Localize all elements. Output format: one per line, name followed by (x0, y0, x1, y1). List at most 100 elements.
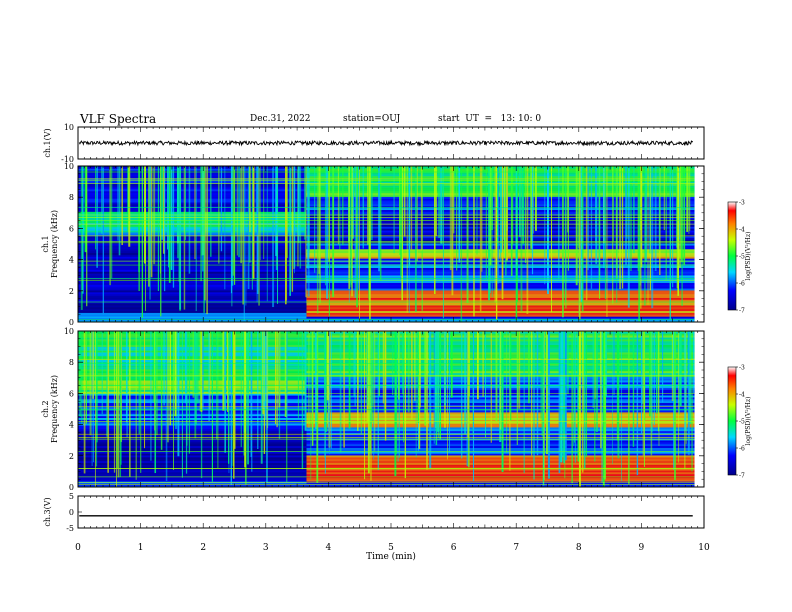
ch2-colorbar-tick-label: -4 (739, 392, 745, 399)
spectro-streak (398, 331, 400, 400)
spectro-row (78, 288, 307, 291)
spectro-row (306, 445, 695, 448)
spectro-streak (263, 166, 265, 260)
spectro-row (78, 344, 307, 347)
spectro-row (306, 301, 695, 304)
spectro-streak (560, 331, 563, 463)
spectro-streak (328, 166, 331, 262)
spectro-streak (544, 166, 546, 285)
ch1-spectrogram (78, 166, 704, 322)
spectro-streak (303, 166, 306, 240)
spectro-row (78, 331, 307, 334)
spectro-streak (403, 166, 406, 237)
spectro-streak (424, 331, 426, 426)
spectro-row (78, 460, 307, 463)
spectro-streak (573, 331, 576, 443)
spectro-row (78, 196, 307, 199)
spectro-streak (179, 166, 182, 310)
spectro-streak (92, 331, 94, 399)
spectro-streak (685, 331, 687, 444)
spectro-streak (645, 166, 647, 263)
spectro-streak (678, 166, 680, 240)
spectro-streak (503, 166, 506, 258)
spectro-row (306, 485, 695, 487)
spectro-streak (342, 166, 344, 246)
spectro-streak (83, 331, 86, 474)
spectro-streak (289, 166, 291, 296)
spectro-streak (348, 166, 350, 289)
spectro-streak (679, 166, 681, 259)
spectro-streak (117, 166, 119, 241)
spectro-streak (585, 331, 588, 457)
spectro-row (78, 174, 307, 177)
spectro-streak (567, 166, 569, 233)
spectro-row (78, 365, 307, 368)
spectro-streak (286, 166, 289, 259)
spectro-streak (689, 166, 691, 231)
spectro-streak (351, 166, 353, 297)
spectro-row (306, 286, 695, 289)
spectro-streak (581, 166, 584, 312)
spectro-streak (204, 166, 206, 301)
spectro-row (78, 434, 307, 437)
ch1-waveform-line (78, 139, 694, 147)
spectro-streak (619, 166, 621, 290)
spectro-streak (125, 331, 128, 423)
spectro-row (78, 209, 307, 212)
spectro-streak (159, 166, 161, 274)
spectro-streak (450, 331, 453, 398)
spectro-streak (163, 166, 165, 254)
spectro-streak (573, 331, 575, 447)
spectro-row (306, 299, 695, 302)
spectro-streak (249, 166, 251, 233)
spectro-streak (687, 331, 690, 455)
x-tick-label: 5 (388, 543, 394, 553)
spectro-streak (435, 331, 437, 428)
spectro-streak (416, 166, 418, 262)
spectro-row (78, 202, 307, 205)
spectro-streak (594, 331, 596, 462)
spectro-row (78, 282, 307, 285)
spectro-streak (440, 166, 443, 244)
spectro-row (78, 397, 307, 400)
spectro-row (78, 237, 307, 240)
spectro-row (306, 472, 695, 475)
spectro-row (306, 314, 695, 317)
spectro-row (78, 211, 307, 214)
spectro-row (78, 359, 307, 362)
spectro-streak (118, 166, 121, 256)
spectro-streak (494, 166, 496, 303)
spectro-streak (585, 166, 588, 301)
spectro-streak (308, 166, 310, 251)
x-tick-label: 4 (326, 543, 332, 553)
spectro-row (78, 485, 307, 487)
spectro-row (78, 275, 307, 278)
spectro-row (78, 354, 307, 357)
spectro-row (306, 320, 695, 322)
ch1-ytick-label: 0 (69, 318, 74, 327)
ch1-ytick-label: 2 (69, 287, 74, 296)
spectro-streak (206, 166, 208, 315)
spectro-streak (550, 166, 552, 313)
spectro-streak (458, 166, 460, 263)
spectro-streak (643, 331, 645, 467)
spectro-streak (348, 331, 351, 429)
spectro-row (78, 230, 307, 233)
ch1-channel-label: ch.1 (41, 235, 50, 252)
spectro-streak (384, 331, 387, 441)
spectro-row (78, 181, 307, 184)
spectro-row (78, 369, 307, 372)
date-label: Dec.31, 2022 (250, 114, 311, 124)
spectro-streak (447, 331, 448, 460)
spectro-row (306, 293, 695, 297)
ch1-ytick-label: 10 (64, 162, 74, 171)
x-tick-label: 9 (639, 543, 645, 553)
spectro-streak (663, 166, 665, 231)
spectro-streak (325, 331, 327, 433)
ch1-ytick-label: 10 (64, 123, 74, 132)
spectro-row (78, 198, 307, 201)
spectro-streak (590, 166, 593, 289)
x-tick-label: 10 (698, 543, 710, 553)
spectro-streak (186, 331, 188, 446)
spectro-row (78, 391, 307, 394)
